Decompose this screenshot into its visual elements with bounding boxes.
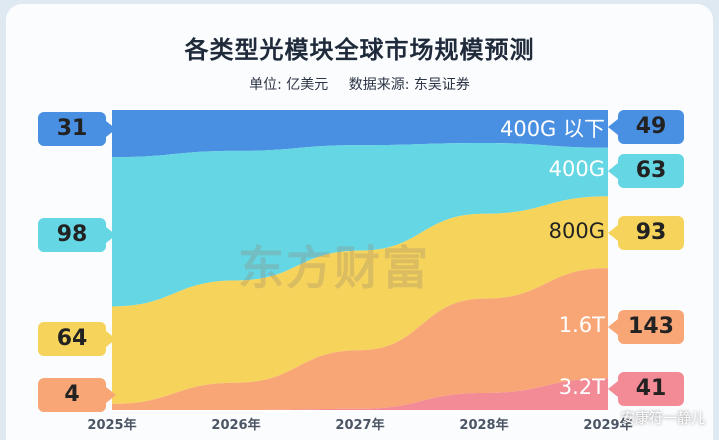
series-label: 400G 以下 <box>499 117 605 141</box>
area-400G <box>112 143 608 307</box>
left-value-badge: 31 <box>38 112 116 146</box>
area-400G-below <box>112 110 608 158</box>
x-tick-label: 2026年 <box>211 418 261 433</box>
chart-title: 各类型光模块全球市场规模预测 <box>184 36 535 64</box>
area-1.6T <box>112 268 608 410</box>
left-value-badge: 98 <box>38 218 116 252</box>
x-tick-label: 2029年 <box>583 418 633 433</box>
right-value-badge: 143 <box>608 310 684 344</box>
x-tick-label: 2027年 <box>335 418 385 433</box>
credit-watermark: 安康符一静儿 <box>621 411 705 427</box>
series-label: 800G <box>548 219 605 243</box>
series-label: 400G <box>548 157 605 181</box>
source-label: 数据来源: 东吴证券 <box>348 77 470 93</box>
watermark: 东方财富 <box>238 241 430 295</box>
unit-label: 单位: 亿美元 <box>249 77 329 93</box>
area-3.2T <box>112 378 608 410</box>
area-800G <box>112 196 608 404</box>
x-axis-line <box>112 410 608 412</box>
right-value-badge: 93 <box>608 216 684 250</box>
series-label: 3.2T <box>558 375 605 399</box>
right-value-badge: 63 <box>608 154 684 188</box>
left-value-badge: 64 <box>38 322 116 356</box>
series-label: 1.6T <box>558 313 605 337</box>
left-value-badge: 4 <box>38 378 116 412</box>
x-tick-label: 2025年 <box>87 418 137 433</box>
x-tick-label: 2028年 <box>459 418 509 433</box>
right-value-badge: 41 <box>608 372 684 406</box>
chart-subtitle: 单位: 亿美元 数据来源: 东吴证券 <box>0 74 719 94</box>
right-value-badge: 49 <box>608 110 684 144</box>
